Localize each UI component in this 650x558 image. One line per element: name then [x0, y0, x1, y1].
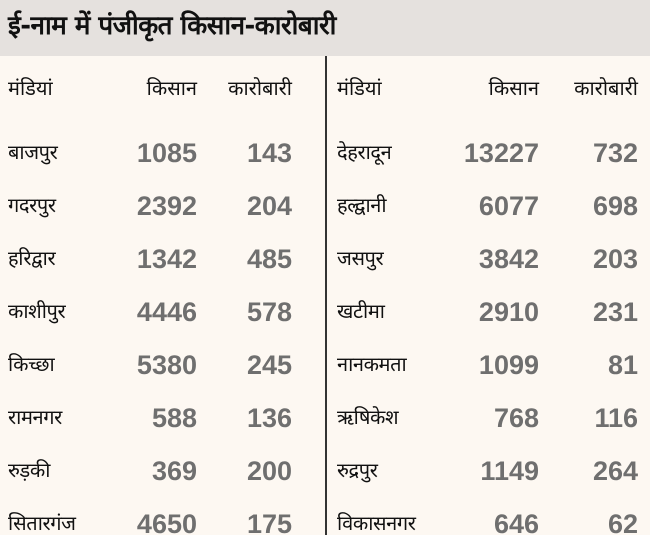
table-row: सितारगंज 4650 175 [0, 505, 325, 558]
farmers-count: 646 [493, 509, 539, 539]
table-row: नानकमता 1099 81 [327, 346, 650, 399]
title-bar: ई-नाम में पंजीकृत किसान-कारोबारी [0, 0, 650, 56]
table-row: बाजपुर 1085 143 [0, 134, 325, 187]
farmers-count: 6077 [478, 191, 539, 221]
traders-count: 698 [592, 191, 638, 221]
table-row: देहरादून 13227 732 [327, 134, 650, 187]
market-name: रुड़की [8, 458, 50, 482]
page-title: ई-नाम में पंजीकृत किसान-कारोबारी [8, 11, 336, 41]
farmers-count: 588 [151, 403, 197, 433]
farmers-count: 1085 [136, 138, 197, 168]
market-name: विकासनगर [337, 511, 416, 535]
farmers-count: 3842 [478, 244, 539, 274]
market-name: खटीमा [337, 299, 385, 323]
farmers-count: 4446 [136, 297, 197, 327]
farmers-count: 2910 [478, 297, 539, 327]
table-row: रामनगर 588 136 [0, 399, 325, 452]
farmers-count: 768 [493, 403, 539, 433]
e-nam-registration-card: ई-नाम में पंजीकृत किसान-कारोबारी मंडियां… [0, 0, 650, 539]
market-name: नानकमता [337, 352, 407, 376]
farmers-count: 1342 [136, 244, 197, 274]
table-row: गदरपुर 2392 204 [0, 187, 325, 240]
traders-count: 203 [592, 244, 638, 274]
table-row: रुड़की 369 200 [0, 452, 325, 505]
table-row: हरिद्वार 1342 485 [0, 240, 325, 293]
market-name: बाजपुर [8, 140, 58, 164]
table-row: ऋषिकेश 768 116 [327, 399, 650, 452]
farmers-count: 2392 [136, 191, 197, 221]
column-header-traders: कारोबारी [574, 76, 638, 100]
table-row: खटीमा 2910 231 [327, 293, 650, 346]
column-header-farmers: किसान [488, 76, 539, 100]
column-header-traders: कारोबारी [228, 76, 292, 100]
market-name: किच्छा [8, 352, 55, 376]
market-name: रुद्रपुर [337, 458, 378, 482]
farmers-count: 4650 [136, 509, 197, 539]
traders-count: 175 [246, 509, 292, 539]
farmers-count: 13227 [463, 138, 539, 168]
table-header-row: मंडियां किसान कारोबारी [327, 56, 650, 134]
traders-count: 136 [246, 403, 292, 433]
table-row: किच्छा 5380 245 [0, 346, 325, 399]
market-name: जसपुर [337, 246, 384, 270]
traders-count: 264 [592, 456, 638, 486]
market-name: गदरपुर [8, 193, 56, 217]
column-header-market: मंडियां [8, 76, 53, 100]
traders-count: 143 [246, 138, 292, 168]
farmers-count: 5380 [136, 350, 197, 380]
traders-count: 578 [246, 297, 292, 327]
market-name: हरिद्वार [8, 246, 56, 270]
column-header-farmers: किसान [146, 76, 197, 100]
traders-count: 200 [246, 456, 292, 486]
column-header-market: मंडियां [337, 76, 382, 100]
market-name: सितारगंज [8, 511, 76, 535]
traders-count: 204 [246, 191, 292, 221]
table-row: विकासनगर 646 62 [327, 505, 650, 558]
farmers-count: 1149 [480, 456, 539, 486]
table-header-row: मंडियां किसान कारोबारी [0, 56, 325, 134]
table-right-half: मंडियां किसान कारोबारी देहरादून 13227 73… [325, 56, 650, 539]
table-row: हल्द्वानी 6077 698 [327, 187, 650, 240]
table-row: रुद्रपुर 1149 264 [327, 452, 650, 505]
market-name: देहरादून [337, 140, 392, 164]
farmers-count: 369 [151, 456, 197, 486]
traders-count: 62 [607, 509, 638, 539]
market-name: हल्द्वानी [337, 193, 387, 217]
farmers-count: 1099 [478, 350, 539, 380]
traders-count: 116 [594, 403, 638, 433]
market-name: रामनगर [8, 405, 62, 429]
table-row: काशीपुर 4446 578 [0, 293, 325, 346]
traders-count: 485 [246, 244, 292, 274]
market-name: काशीपुर [8, 299, 66, 323]
table-left-half: मंडियां किसान कारोबारी बाजपुर 1085 143 ग… [0, 56, 325, 539]
market-name: ऋषिकेश [337, 405, 399, 429]
table-row: जसपुर 3842 203 [327, 240, 650, 293]
traders-count: 245 [246, 350, 292, 380]
traders-count: 231 [592, 297, 638, 327]
registration-table: मंडियां किसान कारोबारी बाजपुर 1085 143 ग… [0, 56, 650, 539]
traders-count: 81 [607, 350, 638, 380]
traders-count: 732 [592, 138, 638, 168]
